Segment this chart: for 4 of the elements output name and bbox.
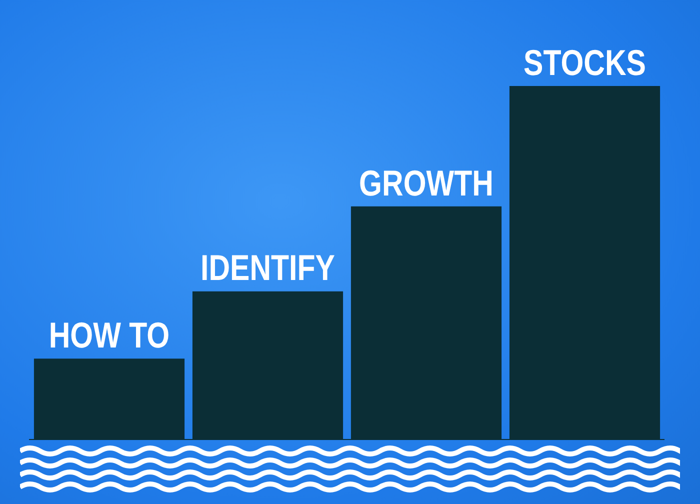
x-tick-label: GROWTH: [359, 162, 494, 203]
x-tick-label: STOCKS: [524, 42, 646, 83]
x-tick-label: IDENTIFY: [200, 247, 336, 288]
x-tick-label: HOW TO: [48, 314, 170, 356]
